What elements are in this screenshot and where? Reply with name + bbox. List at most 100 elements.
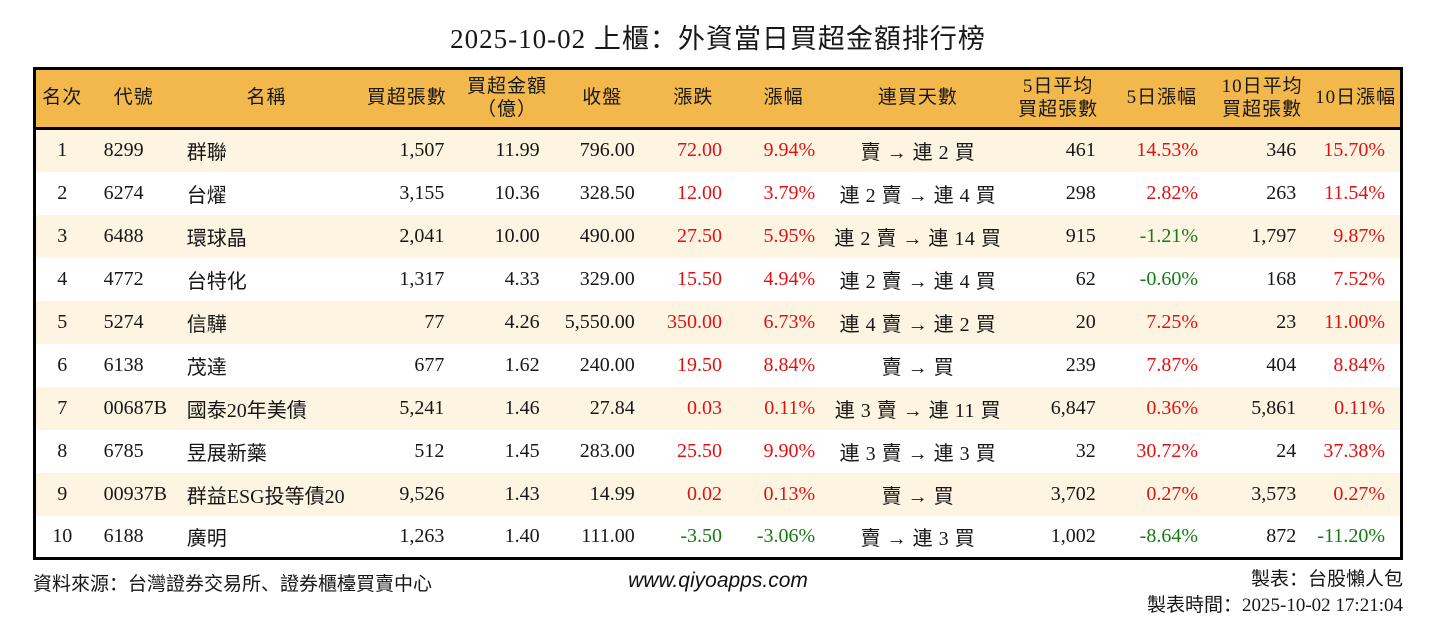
cell-buy-volume: 512 (414, 439, 445, 462)
cell-stock-code: 00937B (103, 482, 167, 505)
cell-avg10-volume: 3,573 (1251, 482, 1297, 505)
cell-buy-volume: 1,317 (399, 267, 445, 290)
cell-stock-code: 6274 (103, 181, 144, 204)
cell-buy-streak: 賣 → 買 (881, 485, 955, 508)
cell-close-price: 5,550.00 (564, 310, 635, 333)
cell-change-pct: 0.13% (763, 482, 816, 505)
cell-avg5-volume: 1,002 (1050, 524, 1096, 547)
cell-close-price: 240.00 (579, 353, 635, 376)
cell-stock-name: 群聯 (186, 142, 227, 165)
maker-text: 製表：台股懶人包 (1250, 569, 1403, 590)
cell-rank: 7 (57, 396, 68, 419)
cell-stock-code: 4772 (103, 267, 144, 290)
cell-rank: 8 (57, 439, 68, 462)
cell-price-change: 0.02 (686, 482, 722, 505)
cell-buy-volume: 77 (424, 310, 445, 333)
cell-price-change: 0.03 (686, 396, 722, 419)
cell-close-price: 329.00 (579, 267, 635, 290)
column-header-stock-code: 代號 (88, 68, 179, 130)
cell-stock-code: 6138 (103, 353, 144, 376)
cell-change-pct: 6.73% (763, 310, 816, 333)
cell-buy-volume: 2,041 (399, 224, 445, 247)
credits: 製表：台股懶人包 製表時間：2025-10-02 17:21:04 (808, 567, 1403, 618)
table-row: 2 6274 台燿 3,155 10.36 328.50 12.00 3.79% 連 2 賣 →… (35, 172, 1402, 215)
column-header-buy-volume: 買超張數 (354, 68, 460, 130)
cell-5d-pct: 0.36% (1146, 396, 1198, 419)
cell-avg10-volume: 23 (1276, 310, 1297, 333)
table-row: 1 8299 群聯 1,507 11.99 796.00 72.00 9.94% 賣 → 連 2… (34, 128, 1402, 172)
cell-buy-streak: 連 3 賣 → 連 11 買 (834, 399, 1001, 422)
table-row: 6 6138 茂達 677 1.62 240.00 19.50 8.84% 賣 → 買 239 7.… (35, 344, 1402, 387)
cell-5d-pct: 30.72% (1136, 439, 1198, 462)
cell-avg5-volume: 32 (1075, 439, 1096, 462)
cell-buy-volume: 3,155 (399, 181, 445, 204)
cell-10d-pct: 7.52% (1333, 267, 1385, 290)
cell-buy-streak: 賣 → 連 2 買 (860, 142, 976, 165)
cell-stock-code: 6488 (103, 224, 144, 247)
cell-buy-amount: 1.45 (504, 439, 540, 462)
cell-close-price: 796.00 (579, 139, 635, 162)
cell-buy-amount: 4.33 (504, 267, 540, 290)
cell-5d-pct: -0.60% (1139, 267, 1198, 290)
cell-close-price: 328.50 (579, 181, 635, 204)
cell-avg5-volume: 915 (1065, 224, 1096, 247)
cell-avg5-volume: 6,847 (1050, 396, 1096, 419)
cell-buy-amount: 11.99 (495, 139, 540, 162)
cell-rank: 5 (57, 310, 68, 333)
cell-change-pct: -3.06% (756, 524, 816, 547)
column-header-buy-streak: 連買天數 (830, 68, 1006, 130)
cell-avg5-volume: 62 (1075, 267, 1096, 290)
cell-avg5-volume: 20 (1075, 310, 1096, 333)
cell-5d-pct: 0.27% (1146, 482, 1198, 505)
cell-buy-streak: 連 2 賣 → 連 14 買 (834, 227, 1002, 250)
cell-10d-pct: 37.38% (1323, 439, 1385, 462)
cell-avg10-volume: 24 (1276, 439, 1297, 462)
cell-price-change: -3.50 (680, 524, 722, 547)
cell-buy-amount: 1.40 (504, 524, 540, 547)
cell-stock-name: 群益ESG投等債20 (186, 485, 345, 508)
footer: 資料來源：台灣證券交易所、證券櫃檯買賣中心 www.qiyoapps.com 製… (33, 567, 1403, 618)
cell-buy-amount: 4.26 (504, 310, 540, 333)
cell-close-price: 490.00 (579, 224, 635, 247)
cell-close-price: 283.00 (579, 439, 635, 462)
table-row: 9 00937B 群益ESG投等債20 9,526 1.43 14.99 0.02 0.13%… (34, 472, 1402, 516)
cell-rank: 4 (57, 267, 68, 290)
cell-avg10-volume: 404 (1266, 353, 1297, 376)
cell-10d-pct: 11.00% (1324, 310, 1385, 333)
column-header-10d-pct: 10日漲幅 (1311, 68, 1402, 130)
cell-avg10-volume: 1,797 (1251, 224, 1297, 247)
website-text: www.qiyoapps.com (628, 569, 808, 592)
cell-rank: 2 (57, 181, 68, 204)
cell-close-price: 27.84 (589, 396, 635, 419)
cell-buy-amount: 10.36 (494, 181, 540, 204)
cell-5d-pct: 14.53% (1136, 139, 1198, 162)
column-header-close-price: 收盤 (554, 68, 650, 130)
column-header-stock-name: 名稱 (178, 68, 355, 130)
table-row: 4 4772 台特化 1,317 4.33 329.00 15.50 4.94% 連 2 賣 →… (35, 258, 1402, 301)
cell-price-change: 350.00 (666, 310, 722, 333)
cell-5d-pct: 2.82% (1146, 181, 1198, 204)
cell-buy-streak: 連 2 賣 → 連 4 買 (839, 270, 997, 293)
cell-change-pct: 4.94% (763, 267, 816, 290)
cell-10d-pct: 0.27% (1333, 482, 1385, 505)
cell-price-change: 25.50 (676, 439, 722, 462)
cell-rank: 6 (57, 353, 68, 376)
cell-buy-streak: 連 4 賣 → 連 2 買 (839, 313, 997, 336)
cell-price-change: 19.50 (676, 353, 722, 376)
cell-stock-name: 台特化 (186, 270, 247, 293)
cell-avg10-volume: 872 (1266, 524, 1297, 547)
cell-change-pct: 5.95% (763, 224, 816, 247)
cell-price-change: 12.00 (676, 181, 722, 204)
cell-change-pct: 9.90% (763, 439, 816, 462)
cell-buy-volume: 5,241 (399, 396, 445, 419)
cell-10d-pct: 9.87% (1333, 224, 1385, 247)
cell-change-pct: 8.84% (763, 353, 816, 376)
cell-5d-pct: 7.87% (1146, 353, 1198, 376)
cell-10d-pct: 11.54% (1324, 181, 1385, 204)
cell-change-pct: 9.94% (763, 139, 816, 162)
cell-buy-amount: 10.00 (494, 224, 540, 247)
cell-price-change: 72.00 (676, 139, 722, 162)
column-header-avg10-volume: 10日平均 買超張數 (1213, 68, 1312, 130)
cell-price-change: 15.50 (676, 267, 722, 290)
